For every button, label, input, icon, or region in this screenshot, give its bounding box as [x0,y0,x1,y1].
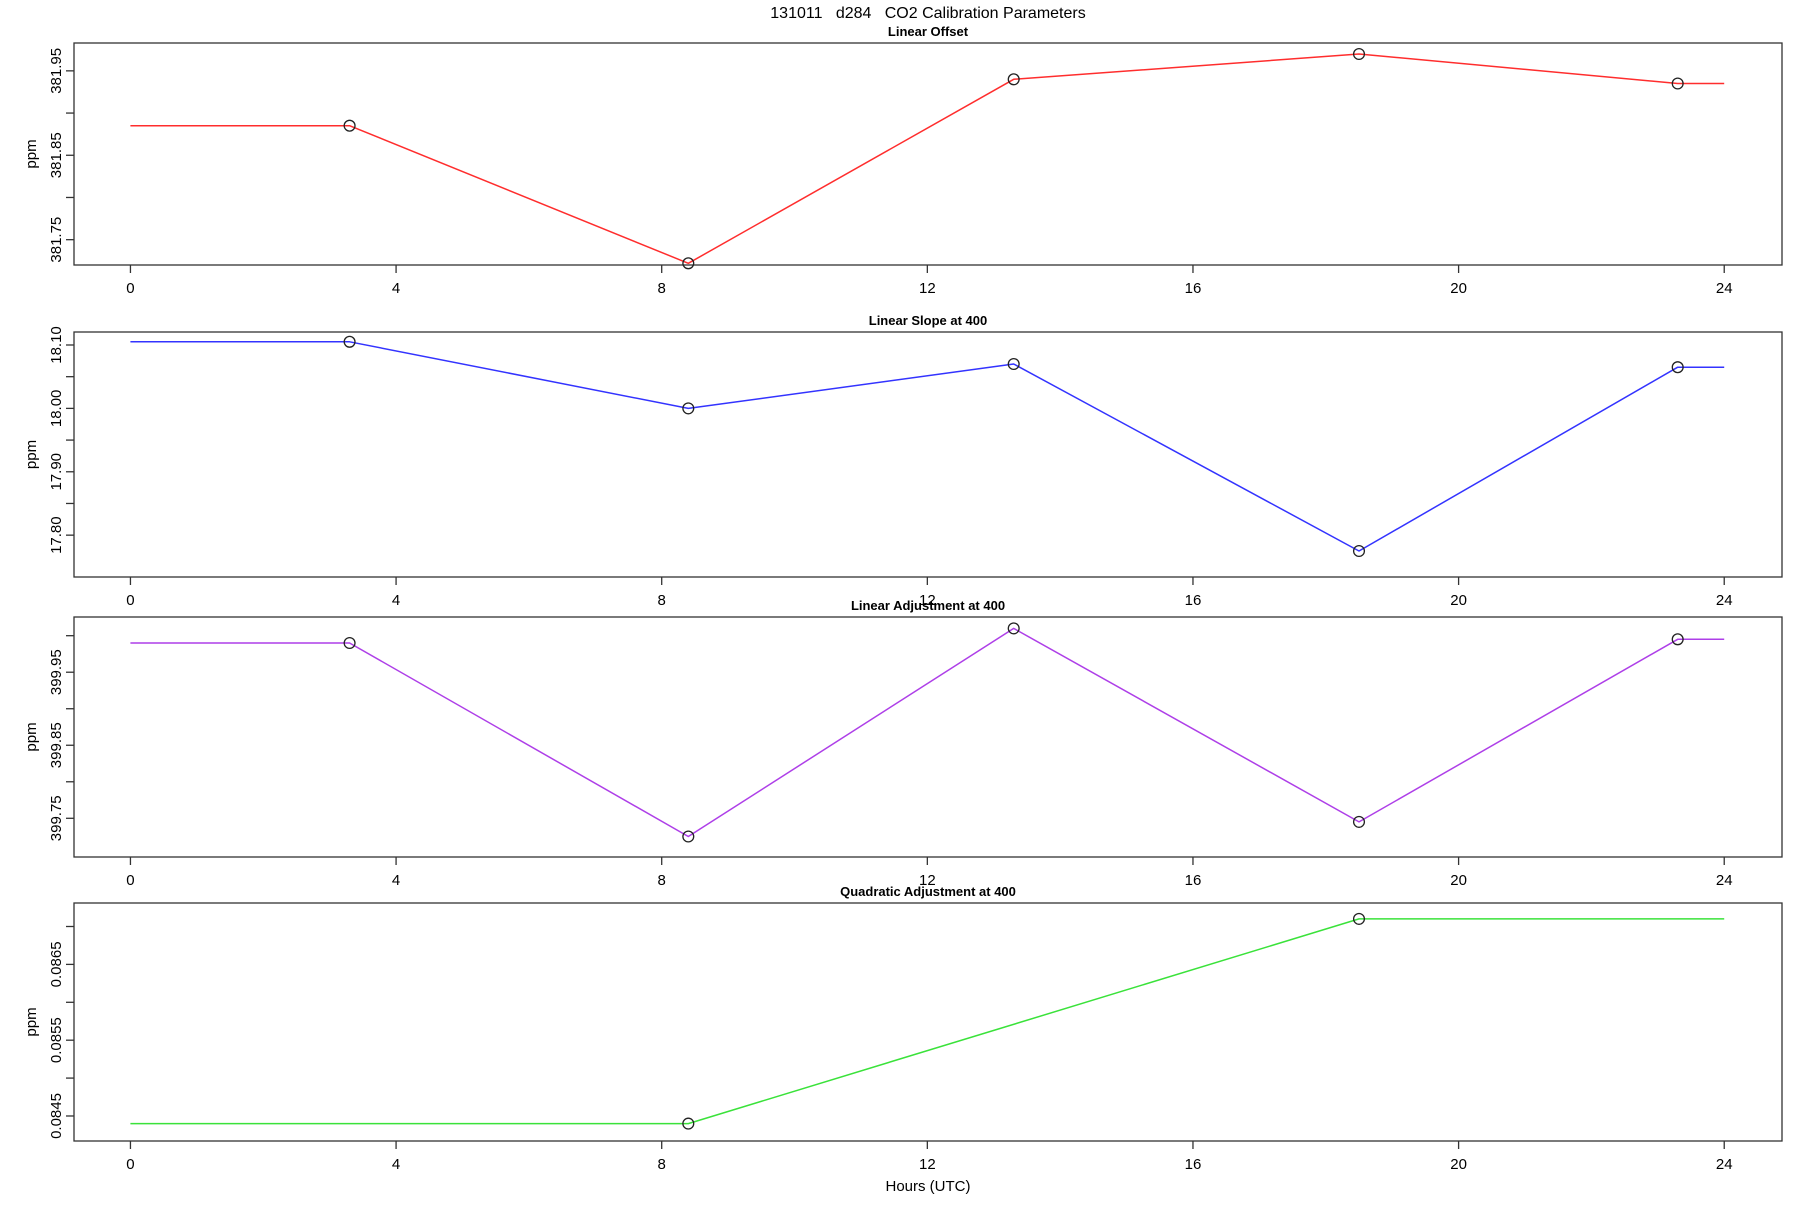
x-tick-label: 8 [658,592,666,609]
panel-title: Linear Adjustment at 400 [851,598,1005,613]
x-tick-label: 16 [1185,592,1202,609]
panel-linear-adjustment-at-400: Linear Adjustment at 400 399.75 399.85 399.… [23,598,1783,889]
data-point-marker [343,636,356,650]
x-tick-label: 12 [919,280,936,297]
y-tick-label: 0.0845 [48,1093,65,1139]
data-point-marker [1352,47,1366,61]
y-axis-label: ppm [23,722,40,751]
panel-title: Linear Slope at 400 [869,313,988,328]
y-tick-label: 0.0855 [48,1017,65,1063]
x-tick-label: 4 [392,1156,400,1173]
x-tick-label: 12 [919,1156,936,1173]
series-line [130,341,1725,552]
x-tick-label: 20 [1450,872,1467,889]
data-point-marker [682,402,695,415]
x-tick-label: 0 [126,280,134,297]
y-tick-label: 399.95 [48,649,65,695]
series-line [130,627,1725,838]
plot-box [73,42,1783,266]
x-tick-label: 0 [126,1156,134,1173]
data-point-marker [1352,815,1366,828]
y-tick-label: 17.80 [48,516,65,554]
panel-linear-offset: Linear Offset 381.75 381.85 381.95 ppm 0 4 8 12 1… [23,24,1783,297]
data-point-marker [1352,544,1366,558]
x-tick-label: 12 [919,872,936,889]
data-point-marker [682,1117,695,1130]
plot-box [73,616,1783,858]
data-point-marker [1007,622,1020,635]
y-tick-label: 17.90 [48,453,65,491]
panel-title: Quadratic Adjustment at 400 [840,884,1016,899]
data-point-marker [1671,633,1684,646]
series-line [130,918,1725,1125]
chart-main-title: 131011 d284 CO2 Calibration Parameters [770,5,1085,22]
y-tick-label: 18.00 [48,390,65,428]
x-tick-label: 16 [1185,1156,1202,1173]
y-axis-label: ppm [23,1007,40,1036]
plot-box [73,331,1783,578]
x-tick-label: 24 [1716,280,1733,297]
y-tick-label: 399.85 [48,722,65,768]
y-tick-label: 0.0865 [48,941,65,987]
x-tick-label: 8 [658,280,666,297]
data-point-marker [343,335,356,348]
x-axis-label: Hours (UTC) [886,1178,971,1195]
x-tick-label: 16 [1185,280,1202,297]
x-tick-label: 8 [658,872,666,889]
x-tick-label: 8 [658,1156,666,1173]
data-point-marker [1671,361,1684,374]
plot-box [73,902,1783,1142]
x-tick-label: 24 [1716,872,1733,889]
x-tick-label: 24 [1716,1156,1733,1173]
x-tick-label: 20 [1450,1156,1467,1173]
y-tick-label: 399.75 [48,795,65,841]
data-point-marker [343,119,356,132]
x-tick-label: 0 [126,592,134,609]
data-point-marker [1352,912,1366,925]
x-tick-label: 24 [1716,592,1733,609]
data-point-marker [682,830,695,843]
x-tick-label: 4 [392,872,400,889]
data-point-marker [682,257,695,270]
x-tick-label: 20 [1450,592,1467,609]
x-tick-label: 4 [392,592,400,609]
y-axis-label: ppm [23,139,40,168]
x-tick-label: 20 [1450,280,1467,297]
data-point-marker [1007,357,1020,371]
x-tick-label: 4 [392,280,400,297]
x-tick-label: 12 [919,592,936,609]
y-tick-label: 18.10 [48,326,65,364]
x-tick-label: 16 [1185,872,1202,889]
panel-quadratic-adjustment-at-400: Quadratic Adjustment at 400 0.0845 0.0855 0… [23,884,1783,1173]
panel-linear-slope-at-400: Linear Slope at 400 17.80 17.90 18.00 18.10 p… [23,313,1783,609]
panel-title: Linear Offset [888,24,969,39]
y-tick-label: 381.85 [48,132,65,178]
data-point-marker [1671,77,1684,90]
x-tick-label: 0 [126,872,134,889]
y-tick-label: 381.95 [48,48,65,94]
y-tick-label: 381.75 [48,217,65,263]
series-line [130,53,1725,265]
data-point-marker [1007,73,1020,86]
panels-group: Linear Offset 381.75 381.85 381.95 ppm 0 4 8 12 1… [23,24,1783,1173]
y-axis-label: ppm [23,440,40,469]
